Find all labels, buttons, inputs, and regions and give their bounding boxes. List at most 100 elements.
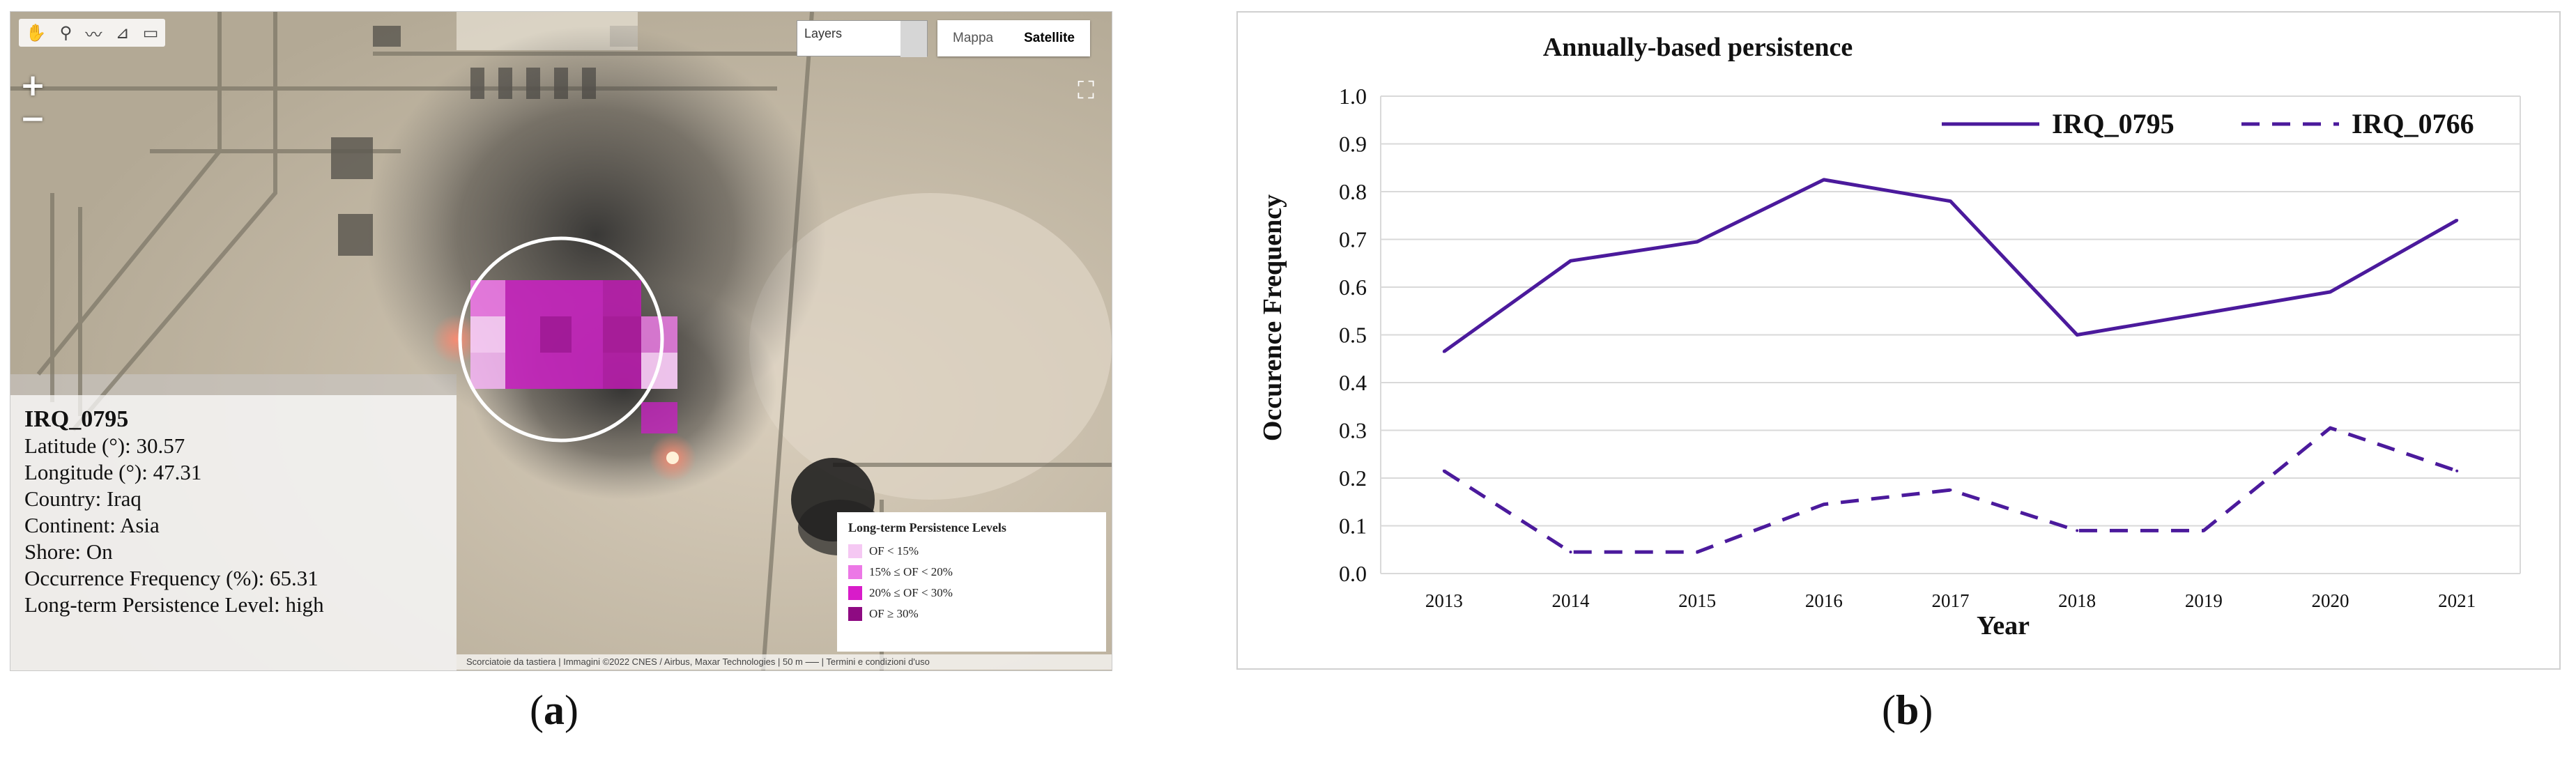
chart-title: Annually-based persistence: [1543, 33, 1853, 62]
data-point: [2202, 529, 2205, 532]
layers-swatch: [900, 21, 927, 57]
continent-value: Asia: [119, 513, 160, 537]
legend-swatch: [848, 544, 862, 558]
legend-label-irq-0766: IRQ_0766: [2352, 108, 2474, 139]
drawing-toolbar: ✋ ⚲ 〰 ⊿ ▭: [19, 19, 165, 47]
data-point: [1949, 199, 1952, 203]
site-buffer-circle: [458, 236, 664, 443]
shore-value: On: [86, 539, 113, 564]
pan-hand-icon[interactable]: ✋: [25, 23, 47, 43]
occurrence-frequency-value: 65.31: [270, 566, 319, 590]
data-point: [1569, 551, 1572, 554]
chart-panel: Annually-based persistence Occurence Fre…: [1236, 11, 2561, 670]
legend-item: 20% ≤ OF < 30%: [848, 583, 1095, 604]
longitude-value: 47.31: [153, 460, 202, 484]
map-type-control: Mappa Satellite: [937, 20, 1090, 56]
data-point: [2202, 312, 2205, 315]
map-type-mappa-button[interactable]: Mappa: [937, 20, 1009, 56]
zoom-out-button[interactable]: −: [20, 100, 46, 137]
data-point: [1822, 178, 1825, 181]
y-tick-label: 0.5: [1339, 323, 1367, 348]
y-tick-label: 0.8: [1339, 179, 1367, 204]
country-label: Country:: [24, 486, 107, 511]
polygon-icon[interactable]: ⊿: [115, 23, 130, 43]
x-tick-label: 2020: [2312, 590, 2349, 611]
x-tick-label: 2014: [1552, 590, 1590, 611]
layers-label: Layers: [804, 26, 843, 40]
shore-row: Shore: On: [24, 539, 443, 565]
x-tick-label: 2015: [1678, 590, 1716, 611]
data-point: [2329, 290, 2332, 293]
legend-item: OF ≥ 30%: [848, 604, 1095, 624]
legend-title: Long-term Persistence Levels: [848, 521, 1006, 535]
x-tick-label: 2021: [2438, 590, 2476, 611]
caption-a: (a): [530, 687, 578, 733]
y-tick-label: 0.0: [1339, 561, 1367, 586]
map-view[interactable]: ✋ ⚲ 〰 ⊿ ▭ + − Layers Mappa Satellite ⛶ I…: [10, 11, 1112, 671]
data-point: [2329, 426, 2332, 430]
y-tick-label: 0.4: [1339, 370, 1367, 395]
legend-label: 15% ≤ OF < 20%: [869, 565, 953, 578]
x-tick-label: 2017: [1932, 590, 1970, 611]
legend-label-irq-0795: IRQ_0795: [2052, 108, 2175, 139]
x-axis-label: Year: [1977, 611, 2030, 640]
map-type-satellite-button[interactable]: Satellite: [1009, 20, 1090, 56]
occurrence-frequency-row: Occurrence Frequency (%): 65.31: [24, 565, 443, 592]
data-point: [2076, 333, 2079, 337]
site-id: IRQ_0795: [24, 406, 129, 432]
data-point: [1442, 350, 1446, 353]
layers-dropdown[interactable]: Layers: [797, 20, 928, 57]
line-icon[interactable]: 〰: [85, 24, 102, 45]
legend-swatch: [848, 586, 862, 600]
legend-item: OF < 15%: [848, 541, 1095, 562]
data-point: [2455, 219, 2459, 222]
map-attribution[interactable]: Scorciatoie da tastiera | Immagini ©2022…: [457, 654, 1112, 670]
continent-row: Continent: Asia: [24, 512, 443, 539]
x-tick-label: 2016: [1805, 590, 1843, 611]
legend-swatch: [848, 565, 862, 579]
x-tick-label: 2019: [2185, 590, 2223, 611]
continent-label: Continent:: [24, 513, 120, 537]
country-row: Country: Iraq: [24, 486, 443, 512]
data-point: [1696, 551, 1699, 554]
marker-icon[interactable]: ⚲: [59, 23, 72, 43]
site-info-panel: IRQ_0795 Latitude (°): 30.57 Longitude (…: [10, 395, 457, 670]
x-tick-label: 2018: [2058, 590, 2096, 611]
y-tick-label: 0.3: [1339, 418, 1367, 443]
persistence-level-value: high: [285, 592, 324, 617]
occurrence-frequency-label: Occurrence Frequency (%):: [24, 566, 270, 590]
persistence-pixels: [470, 280, 677, 433]
data-point: [1822, 502, 1825, 506]
y-tick-label: 0.2: [1339, 466, 1367, 491]
x-tick-label: 2013: [1425, 590, 1463, 611]
caption-b: (b): [1882, 687, 1933, 733]
shore-label: Shore:: [24, 539, 86, 564]
fullscreen-icon[interactable]: ⛶: [1078, 77, 1094, 105]
y-axis-label: Occurence Frequency: [1258, 194, 1287, 441]
data-point: [1949, 489, 1952, 492]
country-value: Iraq: [106, 486, 141, 511]
rectangle-icon[interactable]: ▭: [142, 23, 159, 43]
persistence-level-row: Long-term Persistence Level: high: [24, 592, 443, 618]
data-point: [1442, 469, 1446, 472]
series-line-irq-0795: [1443, 178, 2458, 353]
data-point: [1569, 259, 1572, 263]
y-tick-label: 0.1: [1339, 514, 1367, 539]
latitude-row: Latitude (°): 30.57: [24, 433, 443, 459]
series-line-irq-0766: [1443, 426, 2458, 554]
caption-a-letter: a: [543, 687, 565, 733]
persistence-level-label: Long-term Persistence Level:: [24, 592, 286, 617]
legend-swatch: [848, 607, 862, 621]
data-point: [2455, 469, 2459, 472]
y-tick-label: 0.6: [1339, 275, 1367, 300]
line-chart: Annually-based persistence Occurence Fre…: [1258, 33, 2521, 640]
y-tick-label: 0.9: [1339, 132, 1367, 157]
caption-b-letter: b: [1895, 687, 1919, 733]
legend-item: 15% ≤ OF < 20%: [848, 562, 1095, 583]
longitude-label: Longitude (°):: [24, 460, 153, 484]
legend-label: OF < 15%: [869, 544, 919, 558]
zoom-in-button[interactable]: +: [20, 67, 46, 103]
latitude-label: Latitude (°):: [24, 433, 137, 458]
y-tick-label: 1.0: [1339, 84, 1367, 109]
longitude-row: Longitude (°): 47.31: [24, 459, 443, 486]
